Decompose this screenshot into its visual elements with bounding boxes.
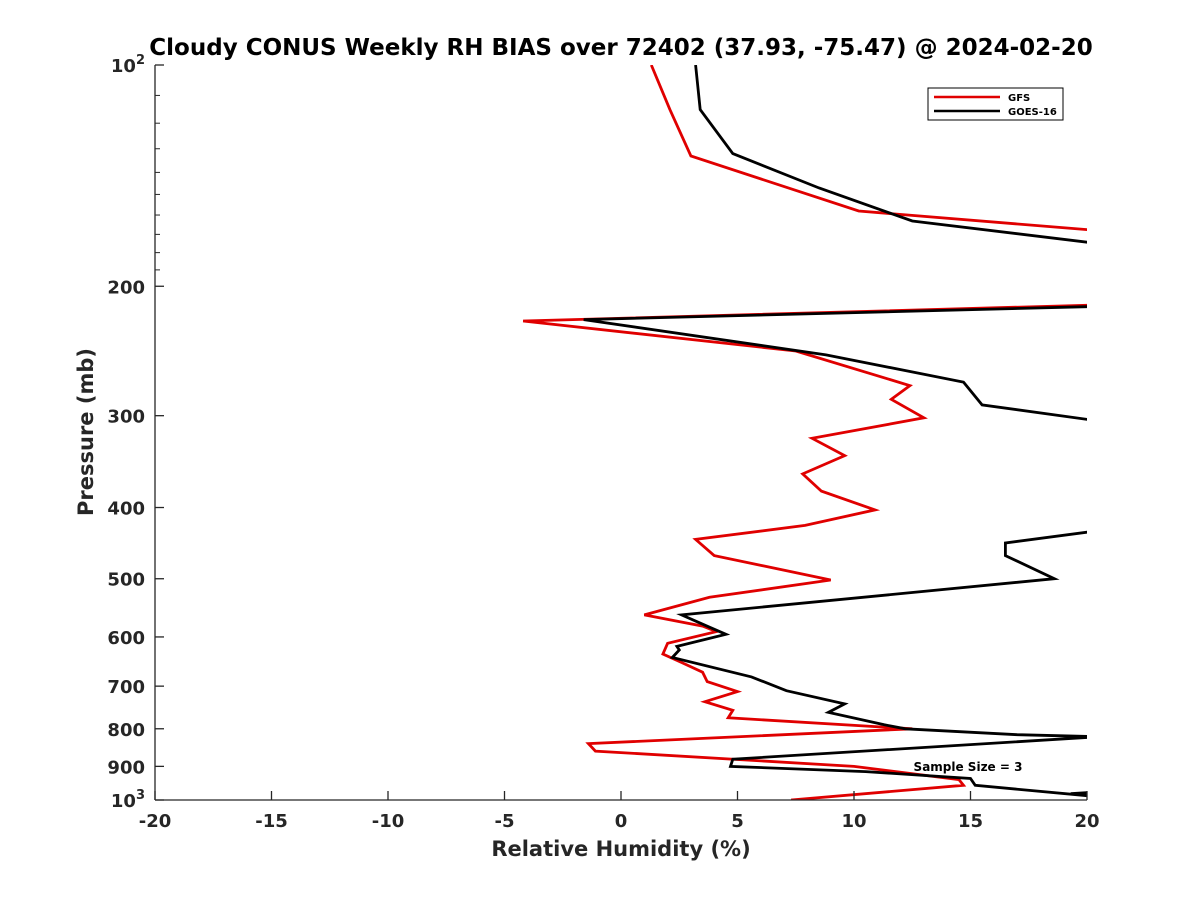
legend-label-gfs: GFS (1008, 93, 1030, 104)
y-tick-label: 300 (107, 407, 145, 428)
x-tick-label: -20 (139, 811, 172, 832)
y-tick-label: 500 (107, 570, 145, 591)
x-ticks: -20 -15 -10 -5 0 5 10 15 20 (139, 791, 1100, 832)
legend-box (927, 87, 1064, 121)
x-tick-label: 5 (731, 811, 744, 832)
y-tick-label: 900 (107, 757, 145, 778)
y-tick-label: 600 (107, 628, 145, 649)
sample-size-annotation: Sample Size = 3 (914, 760, 1023, 774)
y-tick-label: 400 (107, 499, 145, 520)
y-tick-label: 200 (107, 277, 145, 298)
y-axis-label: Pressure (mb) (74, 348, 98, 516)
y-tick-label: 103 (111, 788, 145, 812)
y-tick-base: 10 (111, 791, 136, 812)
y-tick-exponent: 3 (136, 788, 145, 803)
x-tick-label: 15 (958, 811, 983, 832)
x-tick-label: -10 (372, 811, 405, 832)
x-tick-label: 10 (841, 811, 866, 832)
y-tick-label: 800 (107, 720, 145, 741)
x-tick-label: 0 (615, 811, 628, 832)
chart-title: Cloudy CONUS Weekly RH BIAS over 72402 (… (149, 35, 1092, 61)
legend-label-goes16: GOES-16 (1008, 107, 1057, 118)
series-line-goes16 (583, 65, 1087, 798)
y-tick-label: 700 (107, 677, 145, 698)
x-tick-label: -5 (495, 811, 515, 832)
y-tick-label: 102 (111, 53, 145, 77)
series-layer (522, 65, 1087, 800)
x-tick-label: 20 (1074, 811, 1099, 832)
legend: GFS GOES-16 (927, 87, 1064, 121)
y-tick-exponent: 2 (136, 53, 145, 68)
series-line-gfs (522, 65, 1087, 800)
y-tick-base: 10 (111, 56, 136, 77)
x-tick-label: -15 (255, 811, 288, 832)
x-axis-label: Relative Humidity (%) (491, 837, 750, 861)
